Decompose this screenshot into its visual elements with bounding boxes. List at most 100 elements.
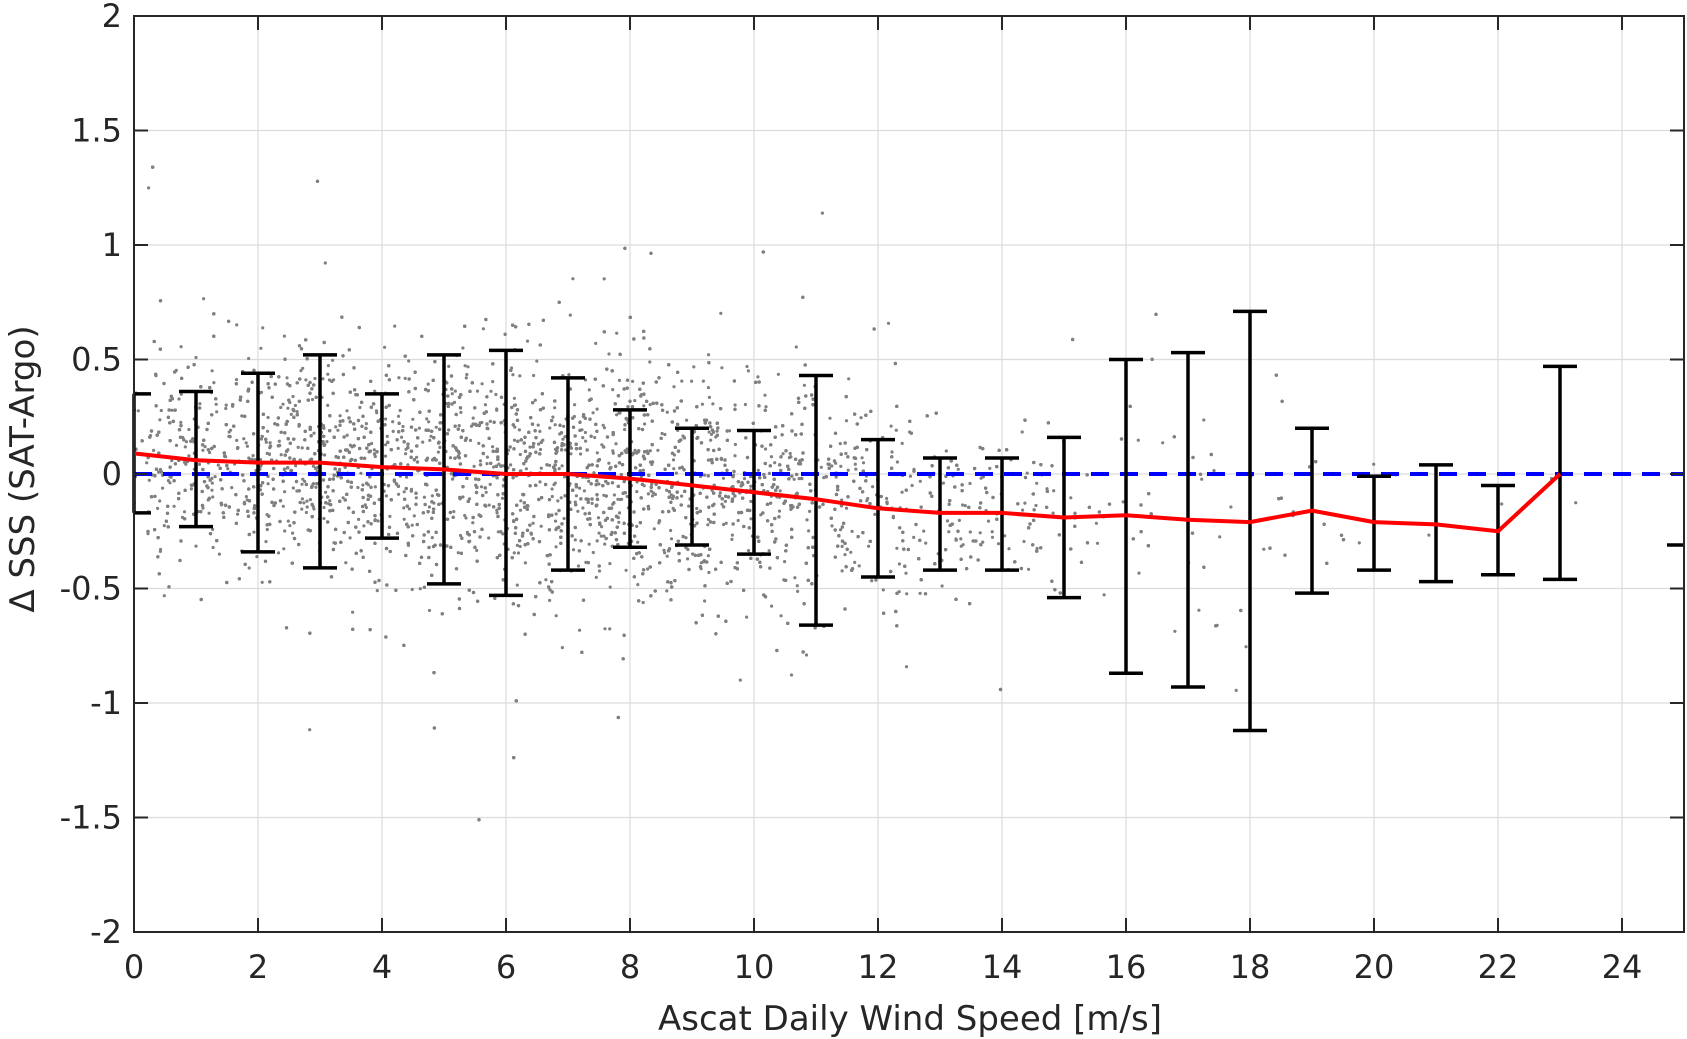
scatter-point [322,516,326,521]
scatter-point [323,261,327,265]
scatter-point [730,537,734,542]
scatter-point [568,313,572,317]
scatter-point [603,627,607,631]
scatter-point [412,514,416,518]
scatter-point [847,377,851,381]
scatter-point [259,437,263,441]
scatter-point [479,485,484,489]
scatter-point [990,530,994,534]
scatter-point [900,490,904,494]
scatter-point [552,483,556,487]
scatter-point [597,482,601,486]
scatter-point [789,673,794,677]
scatter-point [336,428,340,432]
scatter-point [633,448,637,452]
scatter-point [648,403,652,407]
scatter-point [860,456,864,460]
scatter-point [341,496,345,500]
scatter-point [715,429,719,433]
scatter-point [326,372,330,376]
scatter-point [870,579,874,583]
scatter-point [207,511,211,515]
scatter-point [453,389,457,393]
scatter-point [553,406,557,410]
scatter-point [584,560,588,565]
scatter-point [727,429,732,433]
scatter-point [162,594,166,598]
scatter-point [324,490,328,494]
scatter-point [166,479,170,483]
scatter-point [279,405,283,410]
scatter-point [533,398,537,402]
scatter-point [600,525,604,529]
scatter-point [465,372,469,377]
scatter-point [871,485,875,489]
scatter-point [635,490,639,494]
scatter-point [894,428,898,432]
scatter-point [746,549,751,553]
scatter-point [308,498,312,502]
scatter-point [624,568,628,572]
scatter-point [730,533,735,537]
scatter-point [300,507,304,511]
scatter-point [518,452,522,457]
scatter-point [905,592,909,596]
scatter-point [720,502,724,506]
scatter-point [422,495,426,499]
scatter-point [535,359,539,363]
scatter-point [844,506,849,510]
scatter-point [672,467,676,471]
scatter-point [363,503,367,507]
scatter-point [512,551,516,555]
scatter-point [701,379,706,383]
scatter-point [548,598,552,603]
scatter-point [418,587,422,591]
scatter-point [1021,508,1025,512]
scatter-point [1121,500,1125,504]
scatter-point [170,459,174,463]
scatter-point [356,485,360,490]
scatter-point [388,514,392,519]
scatter-point [1161,441,1165,445]
scatter-point [153,494,157,498]
scatter-point [557,467,561,471]
scatter-point [687,504,691,508]
scatter-point [648,360,652,364]
scatter-point [496,530,500,534]
scatter-point [528,445,532,449]
scatter-point [861,461,866,465]
scatter-point [383,345,387,349]
scatter-point [244,441,248,445]
scatter-point [650,462,654,466]
scatter-point [749,499,753,503]
scatter-point [590,501,594,505]
scatter-point [591,411,595,415]
scatter-point [202,297,206,301]
scatter-point [617,520,621,524]
scatter-point [631,379,635,383]
scatter-point [850,529,854,534]
scatter-point [491,380,495,384]
scatter-point [396,414,401,418]
scatter-point [465,530,469,535]
scatter-point [764,405,768,409]
scatter-point [643,422,647,426]
scatter-point [576,564,581,568]
scatter-point [959,537,963,541]
scatter-point [227,430,231,434]
scatter-point [822,476,826,480]
scatter-point [183,445,187,449]
scatter-point [578,628,582,632]
scatter-point [537,442,541,446]
scatter-point [651,491,655,495]
scatter-point [518,508,523,512]
scatter-point [214,402,218,406]
scatter-point [968,481,972,486]
scatter-point [550,494,554,499]
scatter-point [947,530,951,534]
scatter-point [345,433,349,437]
scatter-point [840,544,844,549]
scatter-point [428,438,432,442]
scatter-point [516,551,521,555]
scatter-point [296,445,300,449]
